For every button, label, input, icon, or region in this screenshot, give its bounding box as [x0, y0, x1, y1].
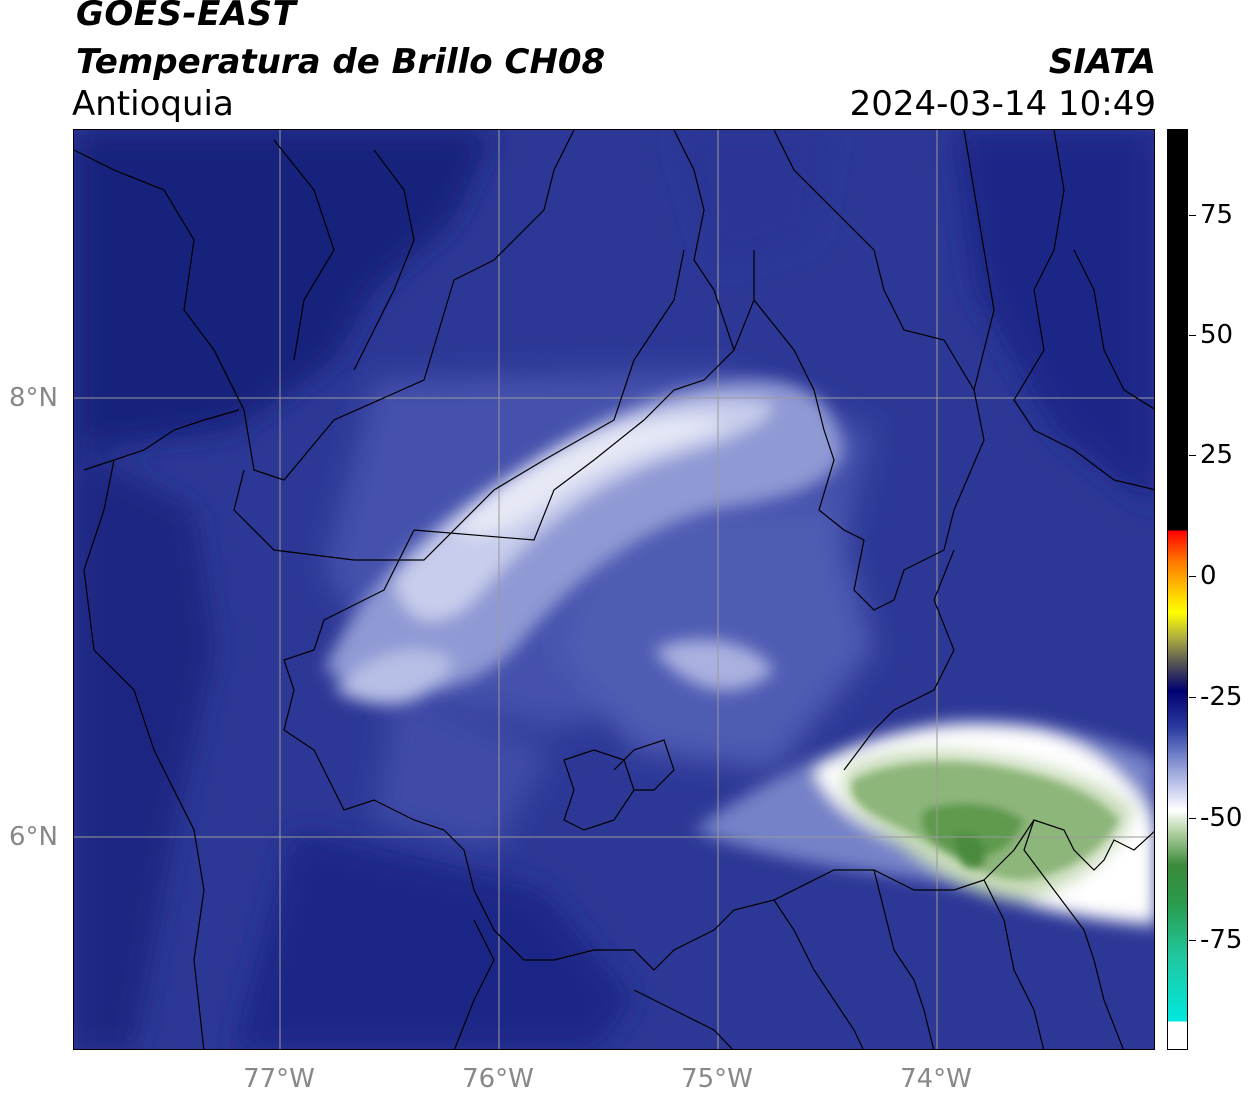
region-label: Antioquia [72, 84, 234, 124]
colorbar [1167, 129, 1188, 1050]
cold-cloud-top [852, 762, 1119, 880]
administrative-boundaries [74, 130, 1154, 1049]
colorbar-tick [1189, 335, 1196, 336]
cold-dry-regions [74, 130, 1154, 1049]
colorbar-label-75: 75 [1200, 200, 1234, 230]
colorbar-label-50: 50 [1200, 320, 1234, 350]
colorbar-tick [1189, 697, 1196, 698]
lon-tick-75w: 75°W [681, 1064, 753, 1094]
colorbar-label-minus50: -50 [1200, 803, 1243, 833]
colorbar-tick [1189, 818, 1196, 819]
satellite-title: GOES-EAST [76, 0, 297, 34]
colorbar-tick [1189, 576, 1196, 577]
product-title: Temperatura de Brillo CH08 [76, 42, 606, 82]
colorbar-tick [1189, 940, 1196, 941]
lon-tick-77w: 77°W [243, 1064, 315, 1094]
colorbar-tick [1189, 215, 1196, 216]
colorbar-tick [1189, 455, 1196, 456]
colorbar-label-25: 25 [1200, 440, 1234, 470]
colorbar-label-minus25: -25 [1200, 682, 1243, 712]
lat-tick-6n: 6°N [9, 822, 58, 852]
datetime-label: 2024-03-14 10:49 [849, 84, 1156, 124]
colorbar-label-minus75: -75 [1200, 925, 1243, 955]
lon-tick-76w: 76°W [462, 1064, 534, 1094]
moist-band [324, 380, 844, 705]
lon-tick-74w: 74°W [900, 1064, 972, 1094]
colorbar-label-0: 0 [1200, 561, 1217, 591]
brightness-temperature-field [74, 130, 1154, 1049]
satellite-map [73, 129, 1155, 1050]
lat-tick-8n: 8°N [9, 383, 58, 413]
organization-label: SIATA [1048, 42, 1156, 82]
